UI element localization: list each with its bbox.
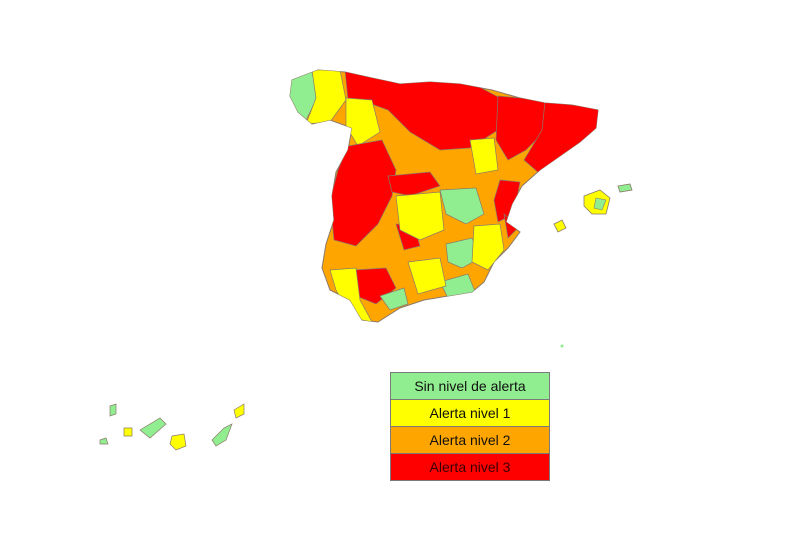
island-el-hierro bbox=[99, 437, 109, 445]
island-lanzarote bbox=[233, 403, 245, 419]
region-west-red-2 bbox=[387, 171, 441, 197]
region-north-yellow bbox=[345, 97, 381, 147]
island-ibiza bbox=[553, 219, 567, 233]
region-valencia-red bbox=[493, 179, 521, 223]
island-gran-canaria bbox=[169, 433, 187, 451]
region-west-red bbox=[329, 139, 397, 247]
island-mallorca-green bbox=[593, 197, 607, 211]
island-menorca bbox=[617, 183, 633, 193]
legend-item-level-3: Alerta nivel 3 bbox=[391, 454, 549, 480]
island-small bbox=[560, 344, 564, 348]
island-fuerteventura bbox=[211, 423, 233, 447]
region-center-green bbox=[439, 187, 485, 225]
region-center-yellow bbox=[395, 191, 445, 241]
region-south-central-yellow bbox=[407, 257, 447, 295]
legend-item-level-2: Alerta nivel 2 bbox=[391, 427, 549, 454]
island-la-palma bbox=[109, 403, 117, 417]
legend-item-level-1: Alerta nivel 1 bbox=[391, 400, 549, 427]
region-southeast-yellow bbox=[471, 223, 505, 271]
region-south-yellow bbox=[329, 267, 373, 322]
region-south-green-2 bbox=[379, 287, 409, 311]
island-la-gomera bbox=[123, 427, 133, 437]
region-southeast-green bbox=[445, 237, 481, 269]
island-tenerife bbox=[139, 417, 167, 439]
map-legend: Sin nivel de alerta Alerta nivel 1 Alert… bbox=[390, 372, 550, 481]
region-east-yellow bbox=[469, 137, 499, 175]
legend-item-none: Sin nivel de alerta bbox=[391, 373, 549, 400]
